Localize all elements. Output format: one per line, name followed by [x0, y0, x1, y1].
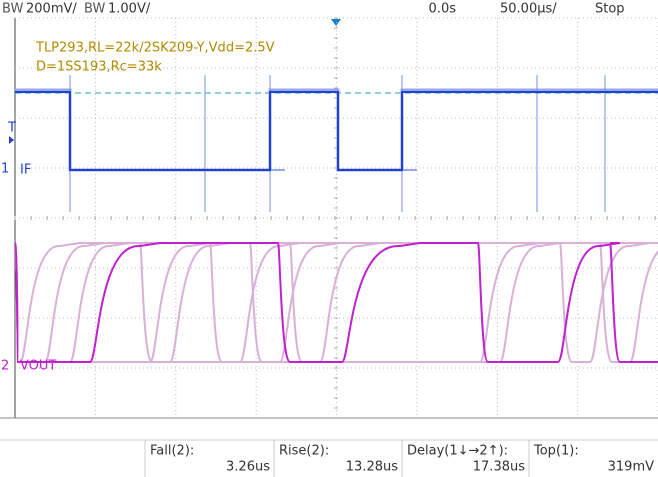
run-state[interactable]: Stop: [595, 2, 625, 17]
measurement-value: 17.38us: [473, 460, 525, 475]
measurement-value: 3.26us: [226, 460, 270, 475]
trigger-marker: T: [7, 121, 16, 136]
measurement-label: Fall(2):: [150, 444, 194, 459]
annotation: D=1SS193,Rc=33k: [36, 60, 162, 75]
ch1-persistence: [15, 90, 658, 170]
ch1-bw: BW: [2, 2, 23, 17]
delay: 0.0s: [429, 2, 457, 17]
ch2-number: 2: [1, 359, 9, 374]
measurement-value: 13.28us: [346, 460, 398, 475]
ch1-scale: 200mV/: [26, 2, 77, 17]
trigger-position: [331, 19, 341, 26]
graticule: [15, 18, 658, 418]
measurement-label: Top(1):: [533, 444, 579, 459]
oscilloscope-screen: BW 200mV/ BW 1.00V/ 0.0s 50.00µs/ Stop T…: [0, 0, 658, 477]
ch2-bw: BW: [84, 2, 105, 17]
timebase: 50.00µs/: [500, 2, 557, 17]
ch2-label: VOUT: [20, 359, 56, 374]
annotation: TLP293,RL=22k/2SK209-Y,Vdd=2.5V: [35, 41, 275, 56]
ch2-scale: 1.00V/: [108, 2, 151, 17]
measurement-label: Delay(1↓→2↑):: [407, 444, 508, 459]
measurement-value: 319mV: [608, 460, 654, 475]
trigger-arrow: [9, 136, 14, 144]
ch1-number: 1: [1, 162, 9, 177]
measurement-bar: Fall(2): 3.26us Rise(2): 13.28us Delay(1↓→2↑…: [0, 440, 658, 477]
ch1-label: IF: [20, 163, 31, 178]
measurement-label: Rise(2):: [279, 444, 329, 459]
